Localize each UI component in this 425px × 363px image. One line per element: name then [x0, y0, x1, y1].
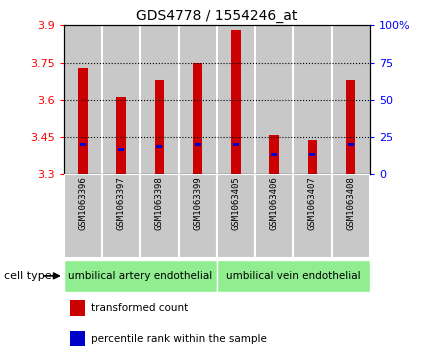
FancyBboxPatch shape [140, 174, 178, 258]
Text: GSM1063405: GSM1063405 [231, 177, 241, 231]
Bar [178, 25, 217, 174]
Bar [116, 97, 126, 174]
Bar [70, 300, 85, 315]
Bar [64, 25, 102, 174]
FancyBboxPatch shape [217, 260, 370, 292]
Text: cell type: cell type [4, 271, 52, 281]
Bar [255, 25, 293, 174]
Bar [269, 135, 279, 174]
Bar [332, 25, 370, 174]
Bar [155, 80, 164, 174]
FancyBboxPatch shape [178, 174, 217, 258]
FancyBboxPatch shape [217, 174, 255, 258]
Bar [70, 331, 85, 346]
Text: GSM1063398: GSM1063398 [155, 177, 164, 231]
Bar [156, 146, 162, 148]
FancyBboxPatch shape [64, 174, 102, 258]
Bar [78, 68, 88, 174]
FancyBboxPatch shape [102, 174, 140, 258]
Text: GSM1063396: GSM1063396 [78, 177, 88, 231]
Bar [118, 148, 124, 151]
Bar [233, 143, 239, 146]
Text: GSM1063408: GSM1063408 [346, 177, 355, 231]
Text: transformed count: transformed count [91, 303, 189, 313]
FancyBboxPatch shape [293, 174, 332, 258]
Text: GSM1063406: GSM1063406 [269, 177, 279, 231]
Title: GDS4778 / 1554246_at: GDS4778 / 1554246_at [136, 9, 298, 23]
Bar [193, 62, 202, 174]
Text: GSM1063397: GSM1063397 [116, 177, 126, 231]
Bar [217, 25, 255, 174]
FancyBboxPatch shape [255, 174, 293, 258]
Text: GSM1063399: GSM1063399 [193, 177, 202, 231]
Bar [309, 153, 315, 156]
Bar [140, 25, 178, 174]
Text: GSM1063407: GSM1063407 [308, 177, 317, 231]
Text: umbilical artery endothelial: umbilical artery endothelial [68, 271, 212, 281]
Bar [271, 153, 277, 156]
FancyBboxPatch shape [332, 174, 370, 258]
FancyBboxPatch shape [64, 260, 217, 292]
Text: percentile rank within the sample: percentile rank within the sample [91, 334, 267, 344]
Bar [80, 143, 86, 146]
Bar [348, 143, 354, 146]
Bar [293, 25, 332, 174]
Bar [308, 139, 317, 174]
Bar [231, 30, 241, 174]
Text: umbilical vein endothelial: umbilical vein endothelial [226, 271, 360, 281]
Bar [195, 143, 201, 146]
Bar [102, 25, 140, 174]
Bar [346, 80, 355, 174]
